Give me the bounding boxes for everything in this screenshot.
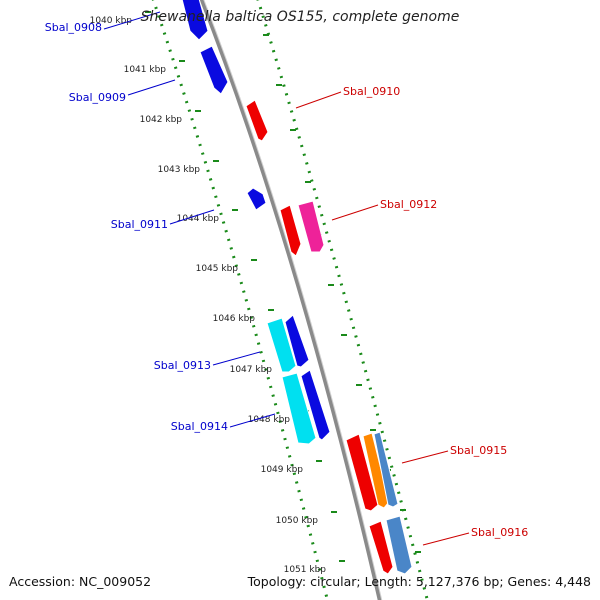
gene-arrow <box>368 520 394 575</box>
gene-leader-line <box>295 91 342 109</box>
gene-arrow <box>246 187 267 211</box>
gene-leader-line <box>401 450 449 464</box>
gene-body <box>300 369 331 441</box>
gene-label: Sbal_0915 <box>450 444 507 457</box>
genome-summary: Topology: circular; Length: 5,127,376 bp… <box>247 574 591 589</box>
gene-label: Sbal_0914 <box>171 420 228 433</box>
gene-label: Sbal_0908 <box>45 21 102 34</box>
tick-label: 1050 kbp <box>276 516 319 526</box>
gene-body <box>181 0 209 41</box>
gene-arrow <box>345 433 379 512</box>
gene-body <box>345 433 379 512</box>
tick-label: 1042 kbp <box>140 115 183 125</box>
tick-label: 1047 kbp <box>230 365 273 375</box>
gene-body <box>279 204 302 257</box>
tick-label: 1044 kbp <box>177 214 220 224</box>
gene-arrow <box>373 431 399 508</box>
gene-body <box>199 45 229 95</box>
backbone-highlight <box>203 0 383 600</box>
map-title: Shewanella baltica OS155, complete genom… <box>140 9 460 25</box>
tick-label: 1048 kbp <box>248 415 291 425</box>
gene-body <box>297 200 325 253</box>
gene-leader-line <box>103 11 161 30</box>
gene-arrow <box>266 317 297 373</box>
gene-body <box>385 515 413 575</box>
gene-body <box>246 187 267 211</box>
tick-label: 1049 kbp <box>261 465 304 475</box>
accession-text: Accession: NC_009052 <box>9 574 152 589</box>
gene-label: Sbal_0911 <box>111 218 168 231</box>
gene-arrow <box>385 515 413 575</box>
gene-arrow <box>297 200 325 253</box>
backbone-line <box>199 0 382 600</box>
gene-arrow <box>281 372 317 445</box>
gene-body <box>281 372 317 445</box>
gene-leader-line <box>212 351 261 366</box>
tick-label: 1041 kbp <box>124 65 167 75</box>
gene-leader-line <box>169 209 215 225</box>
gene-label: Sbal_0910 <box>343 85 400 98</box>
gene-arrow <box>362 432 390 509</box>
gene-label: Sbal_0912 <box>380 198 437 211</box>
gene-arrow <box>181 0 209 41</box>
gene-body <box>266 317 297 373</box>
tick-label: 1051 kbp <box>284 565 327 575</box>
gene-label: Sbal_0913 <box>154 359 211 372</box>
gene-arrow <box>245 99 269 142</box>
tick-label: 1040 kbp <box>90 16 133 26</box>
gene-body <box>362 432 390 509</box>
gene-leader-line <box>127 79 176 96</box>
tick-label: 1045 kbp <box>196 264 239 274</box>
gene-label: Sbal_0916 <box>471 526 528 539</box>
gene-body <box>368 520 394 575</box>
gene-leader-line <box>422 532 470 546</box>
tick-label: 1043 kbp <box>158 165 201 175</box>
gene-body <box>284 314 310 368</box>
gene-label: Sbal_0909 <box>69 91 126 104</box>
gene-arrow <box>300 369 331 441</box>
gene-leader-line <box>229 413 276 428</box>
tick-label: 1046 kbp <box>213 314 256 324</box>
gene-arrow <box>279 204 302 257</box>
gene-body <box>373 431 399 508</box>
gene-arrow <box>199 45 229 95</box>
reverse-outer-track <box>151 0 329 600</box>
gene-arrow <box>284 314 310 368</box>
gene-body <box>245 99 269 142</box>
gene-leader-line <box>331 204 379 221</box>
